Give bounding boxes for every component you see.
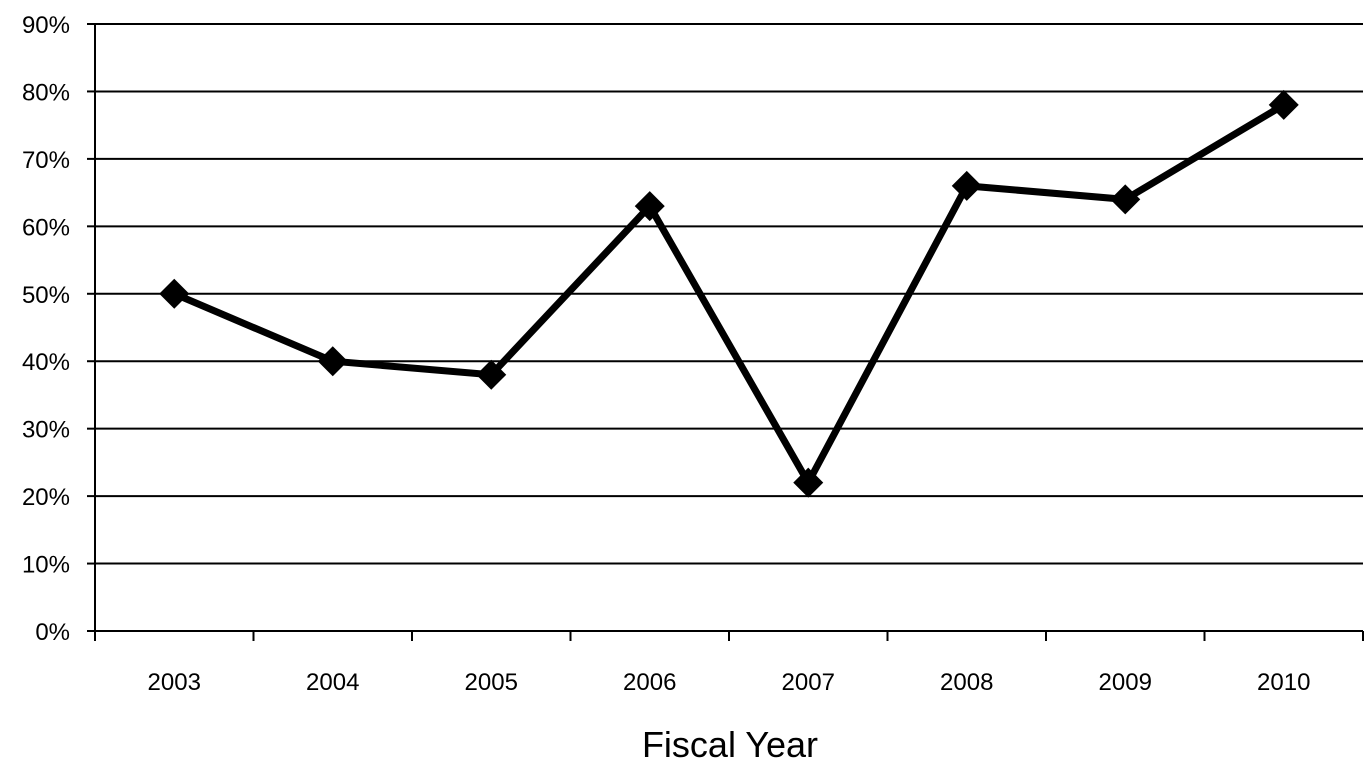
data-point-marker — [317, 346, 348, 377]
x-tick-label: 2006 — [623, 669, 676, 696]
data-point-marker — [1110, 184, 1141, 215]
x-axis-title: Fiscal Year — [642, 724, 818, 761]
x-tick-label: 2004 — [306, 669, 359, 696]
y-tick-label: 50% — [22, 282, 70, 309]
data-point-marker — [634, 191, 665, 222]
y-tick-label: 80% — [22, 79, 70, 106]
y-tick-labels: 0% 10% 20% 30% 40% 50% 60% 70% 80% 90% — [22, 12, 70, 646]
x-tick-label: 2007 — [782, 669, 835, 696]
y-tick-label: 90% — [22, 12, 70, 39]
x-tick-label: 2010 — [1257, 669, 1310, 696]
y-tick-label: 20% — [22, 484, 70, 511]
y-tick-label: 60% — [22, 214, 70, 241]
x-tick-label: 2003 — [148, 669, 201, 696]
data-point-marker — [159, 278, 190, 309]
x-tick-labels: 2003 2004 2005 2006 2007 2008 2009 2010 — [148, 669, 1311, 696]
y-tick-label: 30% — [22, 417, 70, 444]
x-tick-label: 2009 — [1099, 669, 1152, 696]
y-tick-label: 0% — [35, 619, 70, 646]
gridlines — [95, 23, 1363, 565]
y-tick-label: 70% — [22, 147, 70, 174]
data-point-marker — [951, 170, 982, 201]
y-tick-label: 10% — [22, 552, 70, 579]
y-tick-label: 40% — [22, 349, 70, 376]
data-point-marker — [476, 359, 507, 390]
x-tick-label: 2008 — [940, 669, 993, 696]
data-markers — [159, 89, 1299, 498]
data-point-marker — [1268, 89, 1299, 120]
axes — [87, 23, 1364, 641]
series-line — [172, 101, 1286, 490]
x-tick-label: 2005 — [465, 669, 518, 696]
data-point-marker — [793, 467, 824, 498]
data-series — [172, 101, 1286, 490]
